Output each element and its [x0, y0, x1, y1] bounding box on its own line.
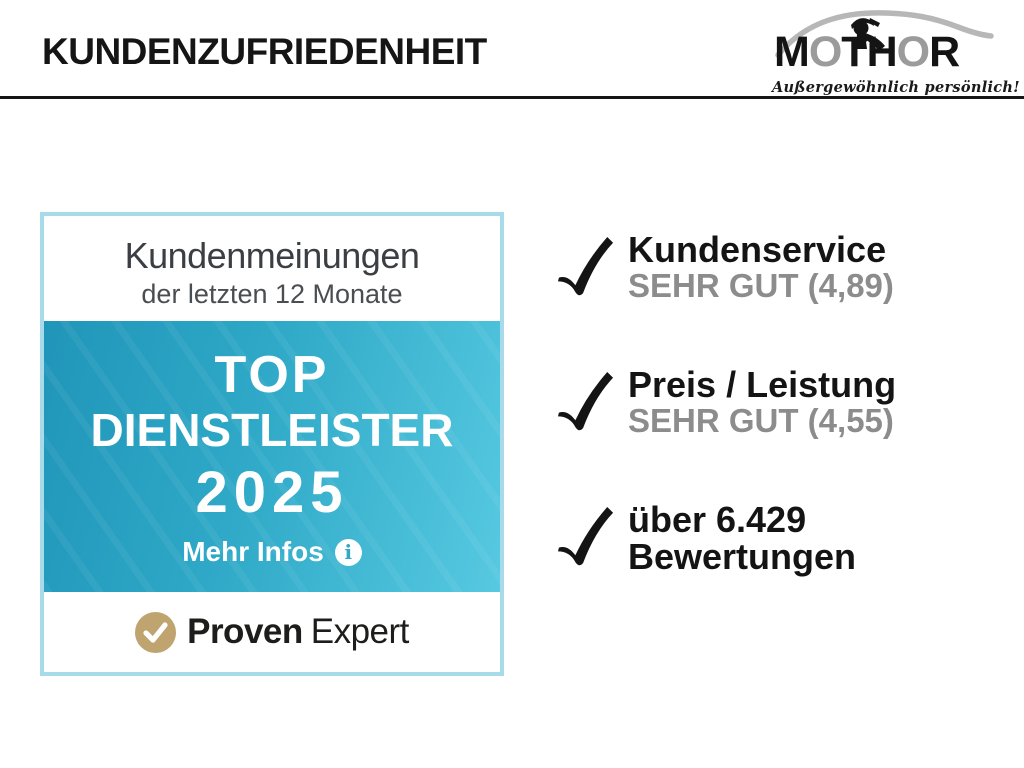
mothor-logo: MOTHOR Außergewöhnlich persönlich! — [772, 5, 1020, 97]
brand-letter: T — [841, 28, 867, 76]
badge-top-section: Kundenmeinungen der letzten 12 Monate — [44, 216, 500, 321]
rating-item: über 6.429 Bewertungen — [557, 501, 856, 576]
check-icon — [557, 371, 614, 431]
badge-subheading: der letzten 12 Monate — [141, 279, 403, 309]
rating-label: über 6.429 — [628, 499, 807, 540]
rating-label: Preis / Leistung — [628, 364, 897, 405]
provenexpert-badge: Kundenmeinungen der letzten 12 Monate TO… — [40, 212, 504, 676]
rating-label: Kundenservice — [628, 229, 887, 270]
driver-figure-icon — [851, 18, 885, 51]
check-icon — [557, 506, 614, 566]
logo-tagline: Außergewöhnlich persönlich! — [772, 79, 1020, 96]
info-icon[interactable]: i — [334, 538, 362, 566]
brand-letter: M — [774, 28, 810, 76]
provenexpert-logo: Proven Expert — [44, 592, 500, 672]
brand-letter: H — [866, 28, 898, 76]
info-glyph: i — [344, 540, 353, 564]
page-title: KUNDENZUFRIEDENHEIT — [42, 31, 487, 72]
more-info-link[interactable]: Mehr Infos i — [44, 536, 500, 567]
brand-letter: O — [896, 28, 930, 76]
provenexpert-word-light: Expert — [310, 612, 410, 651]
car-silhouette-icon — [775, 10, 994, 58]
provenexpert-word-bold: Proven — [187, 612, 303, 651]
award-title-line2: DIENSTLEISTER — [90, 404, 454, 456]
award-year: 2025 — [195, 460, 349, 525]
rating-value: SEHR GUT (4,89) — [628, 267, 894, 304]
badge-award-section: TOP DIENSTLEISTER 2025 Mehr Infos i — [44, 321, 500, 592]
provenexpert-wordmark: Proven Expert — [187, 612, 409, 652]
award-title-line1: TOP — [214, 346, 330, 404]
badge-heading: Kundenmeinungen — [124, 235, 420, 276]
header-rule — [0, 96, 1024, 99]
more-info-label: Mehr Infos — [182, 536, 324, 567]
rating-text: über 6.429 Bewertungen — [628, 501, 856, 576]
rating-item: Kundenservice SEHR GUT (4,89) — [557, 231, 894, 304]
rating-item: Preis / Leistung SEHR GUT (4,55) — [557, 366, 896, 439]
brand-letter: R — [929, 28, 960, 76]
brand-wordmark: MOTHOR — [774, 28, 960, 76]
check-icon — [557, 236, 614, 296]
rating-label-line2: Bewertungen — [628, 536, 857, 577]
rating-text: Preis / Leistung SEHR GUT (4,55) — [628, 366, 896, 439]
brand-letter: O — [808, 28, 842, 76]
rating-value: SEHR GUT (4,55) — [628, 402, 894, 439]
rating-text: Kundenservice SEHR GUT (4,89) — [628, 231, 894, 304]
provenexpert-check-icon — [135, 611, 177, 653]
